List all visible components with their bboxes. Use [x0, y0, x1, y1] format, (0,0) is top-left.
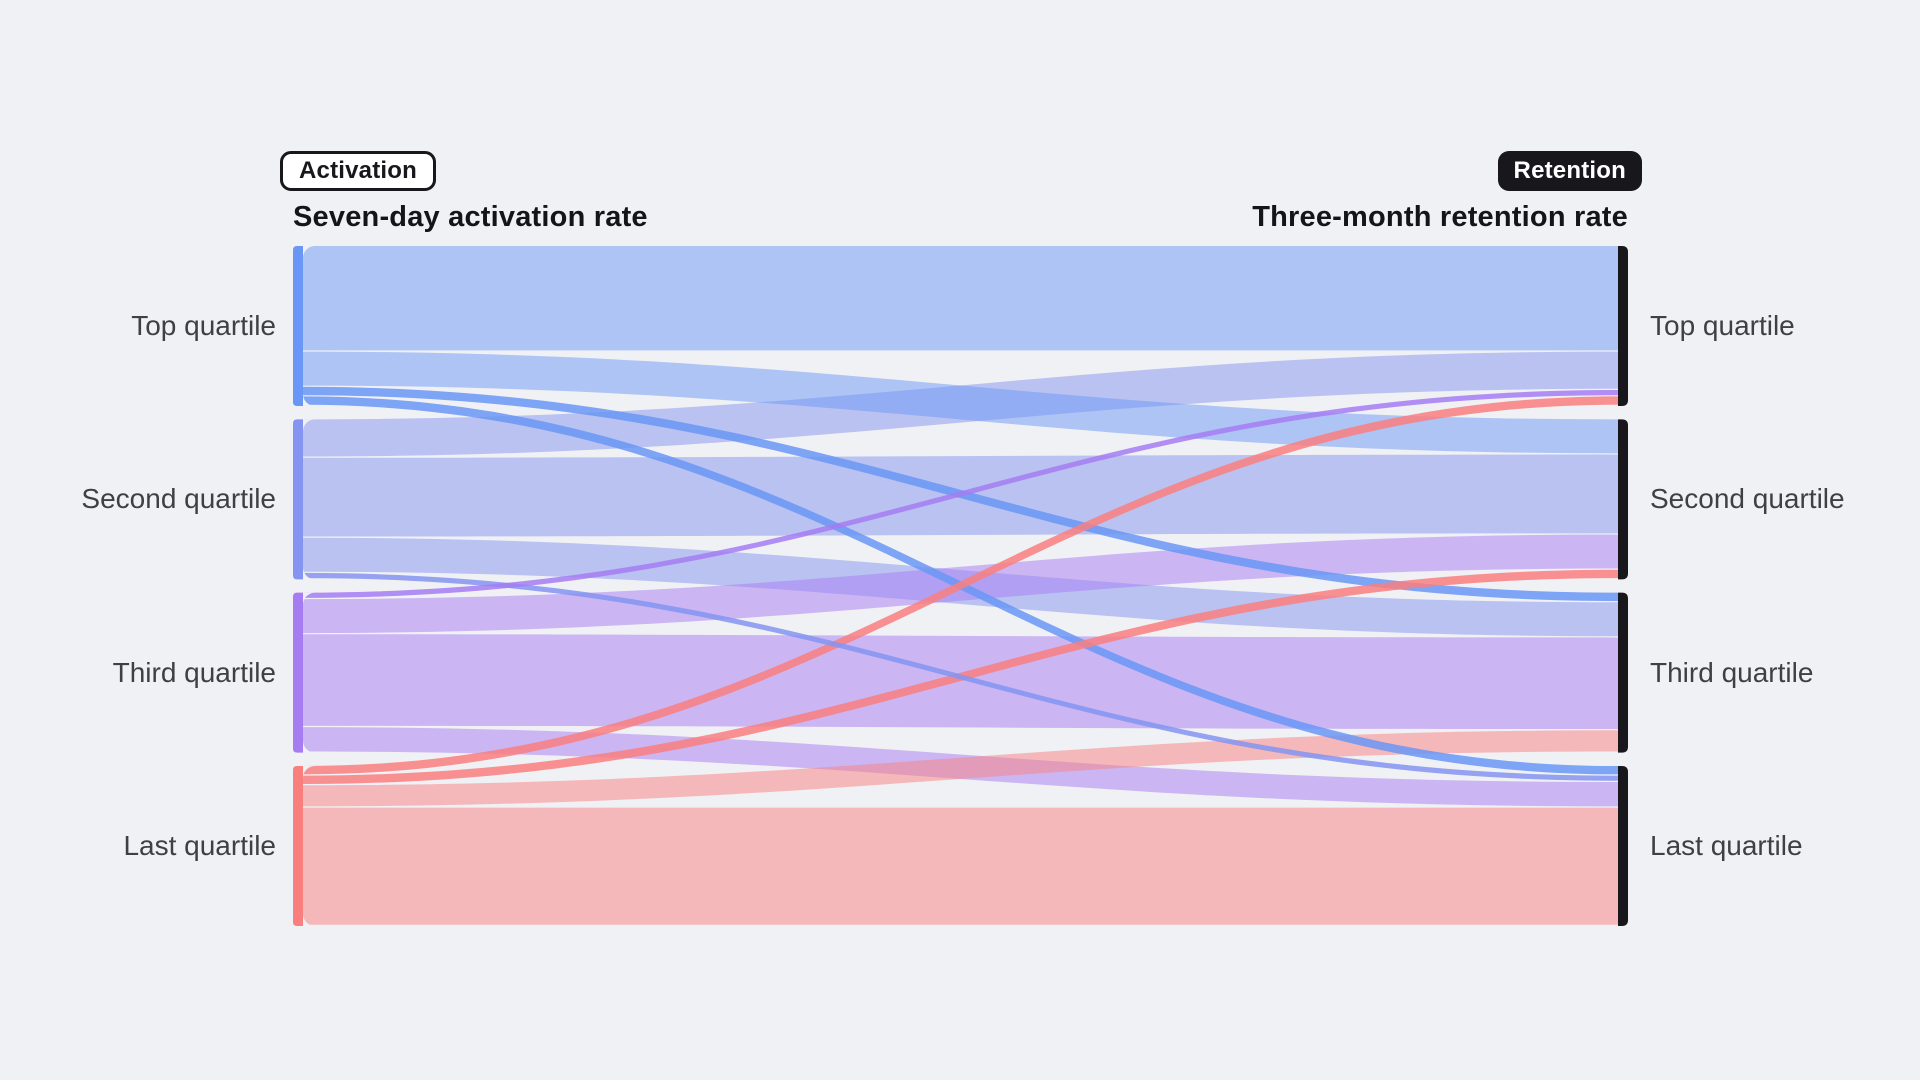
left-node-label-last-quartile: Last quartile — [123, 830, 276, 861]
left-node-label-third-quartile: Third quartile — [112, 656, 276, 688]
flow-last-quartile-to-top-quartile — [303, 396, 1618, 775]
flow-corner-fillet — [303, 419, 315, 432]
activation-node-bar-third-quartile — [293, 592, 303, 753]
flow-top-quartile-to-second-quartile — [303, 351, 1618, 454]
flow-top-quartile-to-top-quartile — [303, 246, 1618, 351]
flow-last-quartile-to-last-quartile — [303, 807, 1618, 925]
retention-badge-label: Retention — [1513, 157, 1626, 184]
activation-node-bar-last-quartile — [293, 766, 303, 926]
right-node-label-third-quartile: Third quartile — [1650, 656, 1814, 688]
retention-node-bar-second-quartile — [1618, 419, 1628, 580]
flow-third-quartile-to-top-quartile — [303, 390, 1618, 598]
retention-badge[interactable]: Retention — [1497, 151, 1642, 191]
flow-third-quartile-to-third-quartile — [303, 634, 1618, 730]
activation-node-bar-top-quartile — [293, 246, 303, 406]
left-node-label-second-quartile: Second quartile — [81, 483, 276, 515]
flow-corner-fillet — [303, 246, 315, 258]
flow-corner-fillet — [303, 394, 315, 406]
left-node-label-top-quartile: Top quartile — [131, 310, 276, 341]
retention-node-bar-third-quartile — [1618, 592, 1628, 753]
right-node-label-top-quartile: Top quartile — [1650, 310, 1795, 341]
flow-corner-fillet — [303, 914, 315, 926]
activation-node-bar-second-quartile — [293, 419, 303, 580]
flow-second-quartile-to-last-quartile — [303, 572, 1618, 781]
retention-node-bar-last-quartile — [1618, 766, 1628, 926]
flow-last-quartile-to-third-quartile — [303, 730, 1618, 807]
flow-corner-fillet — [303, 740, 315, 753]
flow-corner-fillet — [303, 567, 315, 580]
activation-badge[interactable]: Activation — [280, 151, 437, 191]
right-node-label-last-quartile: Last quartile — [1650, 830, 1803, 861]
activation-badge-label: Activation — [299, 157, 418, 184]
flow-corner-fillet — [303, 766, 315, 778]
left-column-header: Seven-day activation rate — [293, 201, 648, 233]
right-column-header: Three-month retention rate — [1252, 201, 1628, 233]
flow-corner-fillet — [303, 592, 315, 605]
right-node-label-second-quartile: Second quartile — [1650, 483, 1845, 515]
retention-node-bar-top-quartile — [1618, 246, 1628, 406]
